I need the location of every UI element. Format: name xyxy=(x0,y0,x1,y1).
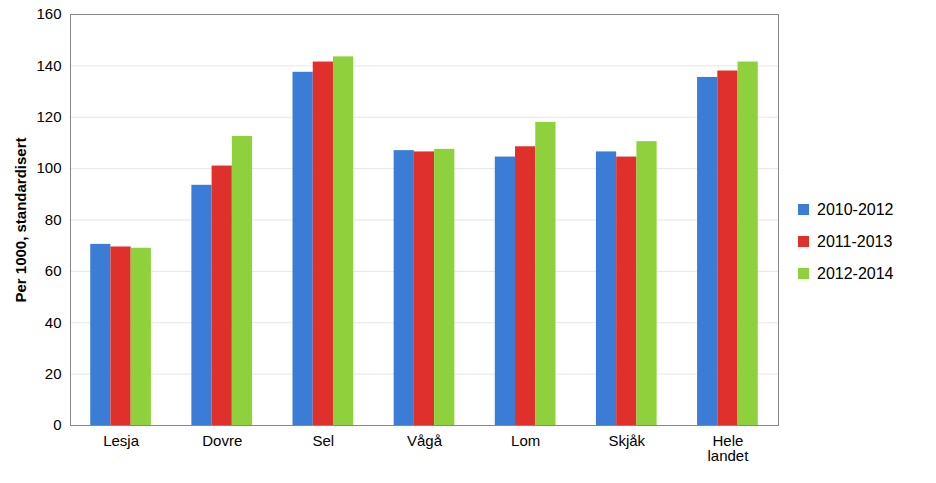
svg-text:60: 60 xyxy=(45,262,62,279)
svg-text:100: 100 xyxy=(36,159,61,176)
svg-text:20: 20 xyxy=(45,365,62,382)
svg-text:140: 140 xyxy=(36,57,61,74)
svg-text:40: 40 xyxy=(45,314,62,331)
svg-text:80: 80 xyxy=(45,211,62,228)
svg-text:160: 160 xyxy=(36,5,61,22)
html-text:2010-2012: 2010-2012 xyxy=(817,200,894,218)
svg-text:Per 1000, standardisert: Per 1000, standardisert xyxy=(12,137,29,302)
svg-text:Lesja: Lesja xyxy=(103,432,140,449)
html-text:2012-2014: 2012-2014 xyxy=(817,264,894,282)
svg-text:0: 0 xyxy=(53,416,61,433)
svg-text:Vågå: Vågå xyxy=(407,432,443,449)
svg-text:Sel: Sel xyxy=(313,432,335,449)
svg-text:120: 120 xyxy=(36,108,61,125)
svg-text:Dovre: Dovre xyxy=(202,432,242,449)
svg-text:Lom: Lom xyxy=(511,432,540,449)
svg-text:Skjåk: Skjåk xyxy=(608,432,645,449)
html-text:2011-2013: 2011-2013 xyxy=(817,232,893,250)
svg-text:Helelandet: Helelandet xyxy=(707,432,749,464)
